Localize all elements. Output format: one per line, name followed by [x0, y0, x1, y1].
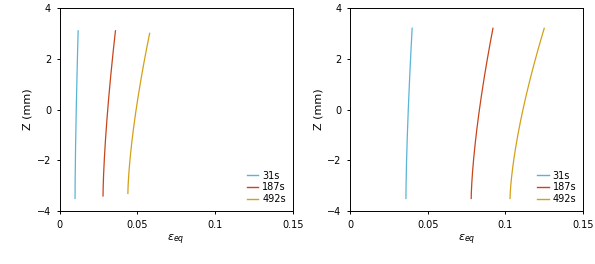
X-axis label: $\varepsilon_{eq}$: $\varepsilon_{eq}$	[458, 232, 475, 247]
Y-axis label: Z (mm): Z (mm)	[313, 89, 323, 130]
Legend: 31s, 187s, 492s: 31s, 187s, 492s	[245, 168, 288, 206]
Y-axis label: Z (mm): Z (mm)	[23, 89, 33, 130]
X-axis label: $\varepsilon_{eq}$: $\varepsilon_{eq}$	[167, 232, 185, 247]
Legend: 31s, 187s, 492s: 31s, 187s, 492s	[535, 168, 578, 206]
